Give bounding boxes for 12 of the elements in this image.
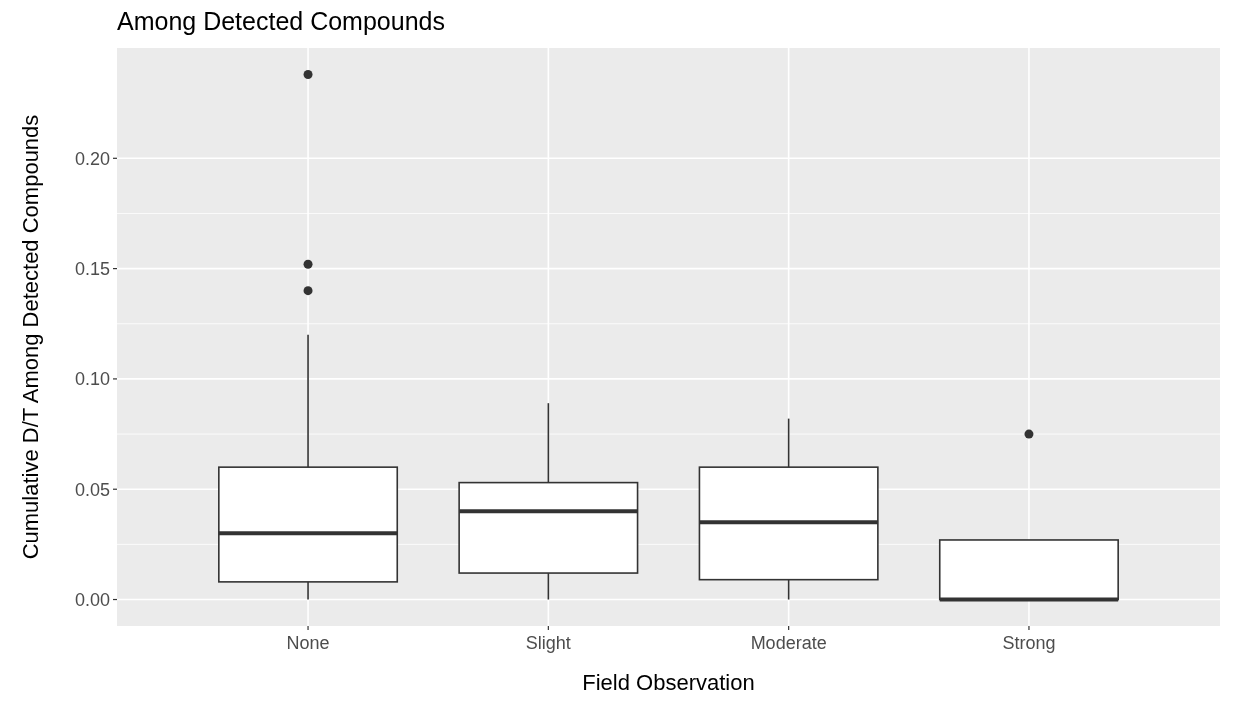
x-tick-label: Moderate <box>750 633 827 653</box>
chart-title: Among Detected Compounds <box>117 7 445 35</box>
y-tick-label: 0.20 <box>74 148 110 169</box>
x-tick-label: Strong <box>1002 633 1056 653</box>
y-tick-label: 0.10 <box>74 369 110 390</box>
y-tick-label: 0.15 <box>74 258 110 279</box>
x-axis-title: Field Observation <box>582 670 755 695</box>
x-tick-label: Slight <box>525 633 571 653</box>
y-tick-label: 0.00 <box>74 589 110 610</box>
y-axis-title: Cumulative D/T Among Detected Compounds <box>18 114 43 560</box>
x-tick-label: None <box>286 633 330 653</box>
y-tick-label: 0.05 <box>74 479 110 500</box>
